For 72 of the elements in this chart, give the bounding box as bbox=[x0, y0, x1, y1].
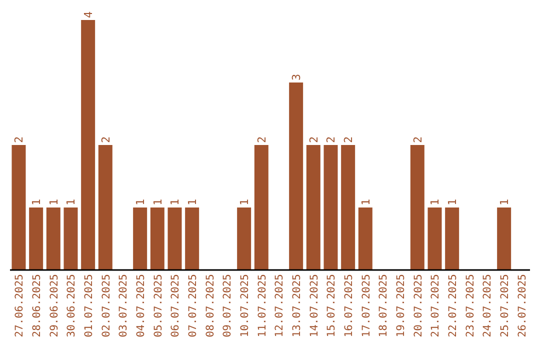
x-tick-label: 20.07.2025 bbox=[412, 274, 424, 338]
bar bbox=[64, 208, 78, 270]
data-label: 1 bbox=[134, 198, 148, 206]
x-tick-label: 21.07.2025 bbox=[430, 274, 442, 338]
x-tick-label: 25.07.2025 bbox=[499, 274, 511, 338]
data-label: 2 bbox=[255, 136, 268, 143]
x-tick-label: 12.07.2025 bbox=[274, 274, 286, 338]
data-label: 1 bbox=[238, 198, 252, 206]
x-tick-label: 24.07.2025 bbox=[482, 274, 494, 338]
data-label: 2 bbox=[411, 136, 424, 143]
bar bbox=[445, 208, 460, 270]
x-tick-label: 27.06.2025 bbox=[14, 274, 26, 338]
x-tick-label: 10.07.2025 bbox=[239, 274, 251, 338]
bar bbox=[289, 82, 304, 270]
bar bbox=[29, 208, 44, 270]
data-label: 2 bbox=[324, 136, 338, 143]
x-tick-label: 08.07.2025 bbox=[204, 274, 216, 338]
x-tick-label: 29.06.2025 bbox=[48, 274, 60, 338]
data-label: 1 bbox=[47, 198, 60, 206]
x-tick-label: 22.07.2025 bbox=[447, 274, 459, 338]
bar bbox=[46, 208, 60, 270]
x-tick-label: 09.07.2025 bbox=[222, 274, 234, 338]
data-label: 2 bbox=[342, 136, 356, 143]
x-tick-label: 06.07.2025 bbox=[170, 274, 182, 338]
x-tick-label: 13.07.2025 bbox=[291, 274, 303, 338]
bar bbox=[306, 145, 320, 270]
x-tick-label: 28.06.2025 bbox=[31, 274, 43, 338]
x-tick-label: 17.07.2025 bbox=[360, 274, 372, 338]
bar bbox=[237, 208, 252, 270]
bar bbox=[428, 208, 442, 270]
data-label: 3 bbox=[290, 74, 304, 80]
x-tick-label: 03.07.2025 bbox=[118, 274, 130, 338]
bar bbox=[81, 20, 96, 270]
x-tick-label: 15.07.2025 bbox=[326, 274, 338, 338]
x-tick-label: 04.07.2025 bbox=[135, 274, 147, 338]
bar bbox=[341, 145, 356, 270]
x-tick-label: 30.06.2025 bbox=[66, 274, 78, 338]
x-tick-label: 07.07.2025 bbox=[187, 274, 199, 338]
bar bbox=[324, 145, 338, 270]
data-label: 1 bbox=[30, 198, 44, 206]
x-tick-label: 14.07.2025 bbox=[308, 274, 320, 338]
bar bbox=[168, 208, 182, 270]
data-label: 2 bbox=[99, 136, 112, 143]
x-tick-label: 02.07.2025 bbox=[100, 274, 112, 338]
bar bbox=[254, 145, 268, 270]
bar bbox=[410, 145, 424, 270]
bar bbox=[12, 145, 26, 270]
data-label: 1 bbox=[498, 198, 512, 206]
bar bbox=[98, 145, 112, 270]
bar bbox=[185, 208, 200, 270]
x-tick-label: 26.07.2025 bbox=[516, 274, 528, 338]
data-label: 1 bbox=[186, 198, 200, 206]
bar bbox=[133, 208, 148, 270]
x-tick-label: 16.07.2025 bbox=[343, 274, 355, 338]
data-label: 2 bbox=[12, 136, 26, 143]
x-tick-label: 23.07.2025 bbox=[464, 274, 476, 338]
data-label: 1 bbox=[359, 198, 372, 206]
bar bbox=[497, 208, 512, 270]
x-tick-label: 05.07.2025 bbox=[152, 274, 164, 338]
data-label: 4 bbox=[82, 11, 96, 18]
data-label: 2 bbox=[307, 136, 320, 143]
bar bbox=[150, 208, 164, 270]
x-tick-label: 01.07.2025 bbox=[83, 274, 95, 338]
x-tick-label: 18.07.2025 bbox=[378, 274, 390, 338]
x-tick-label: 11.07.2025 bbox=[256, 274, 268, 338]
bar bbox=[358, 208, 372, 270]
data-label: 1 bbox=[428, 198, 442, 206]
data-label: 1 bbox=[446, 198, 460, 206]
data-label: 1 bbox=[64, 198, 78, 206]
x-tick-label: 19.07.2025 bbox=[395, 274, 407, 338]
data-label: 1 bbox=[168, 198, 182, 206]
data-label: 1 bbox=[151, 198, 164, 206]
